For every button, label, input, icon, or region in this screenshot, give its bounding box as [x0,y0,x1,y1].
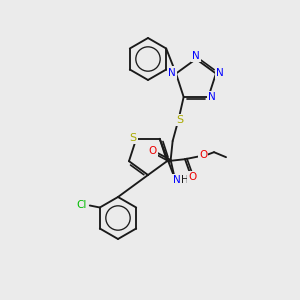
Text: O: O [188,172,196,182]
Text: N: N [216,68,224,77]
Text: O: O [199,150,207,160]
Text: N: N [192,51,200,61]
Text: S: S [130,133,137,143]
Text: N: N [173,175,181,185]
Text: O: O [148,146,157,156]
Text: Cl: Cl [76,200,87,211]
Text: H: H [181,175,188,185]
Text: N: N [208,92,216,102]
Text: N: N [168,68,176,77]
Text: S: S [176,115,183,125]
